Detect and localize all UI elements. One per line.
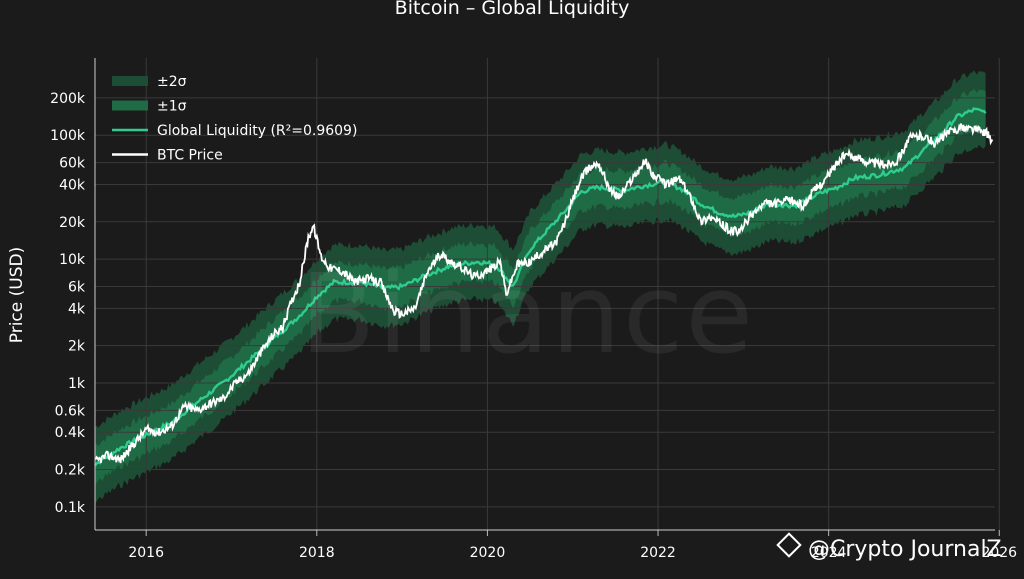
- legend-label: BTC Price: [157, 148, 223, 164]
- y-tick-label: 60k: [59, 156, 86, 172]
- y-tick-label: 0.1k: [55, 500, 86, 516]
- y-tick-label: 2k: [68, 339, 86, 355]
- legend-label: ±1σ: [157, 99, 187, 115]
- x-tick-label: 2022: [640, 545, 676, 561]
- band-two-sigma: [95, 70, 986, 505]
- grid-layer: [95, 58, 1000, 530]
- y-tick-label: 4k: [68, 301, 86, 317]
- x-tick-label: 2020: [470, 545, 506, 561]
- legend-label: Global Liquidity (R²=0.9609): [157, 123, 357, 139]
- series-layer: [94, 107, 994, 467]
- y-tick-label: 6k: [68, 280, 86, 296]
- y-tick-label: 0.2k: [55, 463, 86, 479]
- x-tick-label: 2024: [811, 545, 847, 561]
- chart-title: Bitcoin – Global Liquidity: [395, 0, 630, 19]
- band-one-sigma: [95, 88, 986, 487]
- y-tick-label: 200k: [50, 91, 86, 107]
- axes-layer: 0.1k 0.2k 0.4k 0.6k 1k 2k 4k 6k 10k 20k 40k 60k 100k…: [50, 58, 1017, 561]
- legend-item-two-sigma: ±2σ: [112, 74, 187, 90]
- legend-swatch: [112, 76, 148, 86]
- y-tick-label: 100k: [50, 128, 86, 144]
- legend-item-btc: BTC Price: [112, 148, 223, 164]
- watermark: Binance: [300, 250, 756, 378]
- y-tick-label: 10k: [59, 252, 86, 268]
- legend-label: ±2σ: [157, 74, 187, 90]
- y-tick-label: 1k: [68, 376, 86, 392]
- legend-swatch: [112, 100, 148, 111]
- y-tick-label: 20k: [59, 215, 86, 231]
- y-axis-label: Price (USD): [7, 247, 27, 343]
- y-tick-label: 0.6k: [55, 403, 86, 419]
- x-tick-label: 2018: [299, 545, 335, 561]
- x-tick-label: 2016: [128, 545, 164, 561]
- btc-price-line: [94, 123, 994, 464]
- diamond-icon: [776, 532, 802, 558]
- credit-badge: @Crypto JournalZ: [776, 532, 1002, 562]
- legend: ±2σ ±1σ Global Liquidity (R²=0.9609) BTC Pr…: [112, 74, 357, 164]
- bands-layer: [95, 70, 986, 505]
- global-liquidity-line: [94, 107, 987, 467]
- legend-item-liquidity: Global Liquidity (R²=0.9609): [112, 123, 357, 139]
- legend-item-one-sigma: ±1σ: [112, 99, 187, 115]
- y-tick-label: 0.4k: [55, 425, 86, 441]
- credit-text: @Crypto JournalZ: [808, 537, 1002, 562]
- x-tick-label: 2026: [981, 545, 1017, 561]
- y-tick-label: 40k: [59, 177, 86, 193]
